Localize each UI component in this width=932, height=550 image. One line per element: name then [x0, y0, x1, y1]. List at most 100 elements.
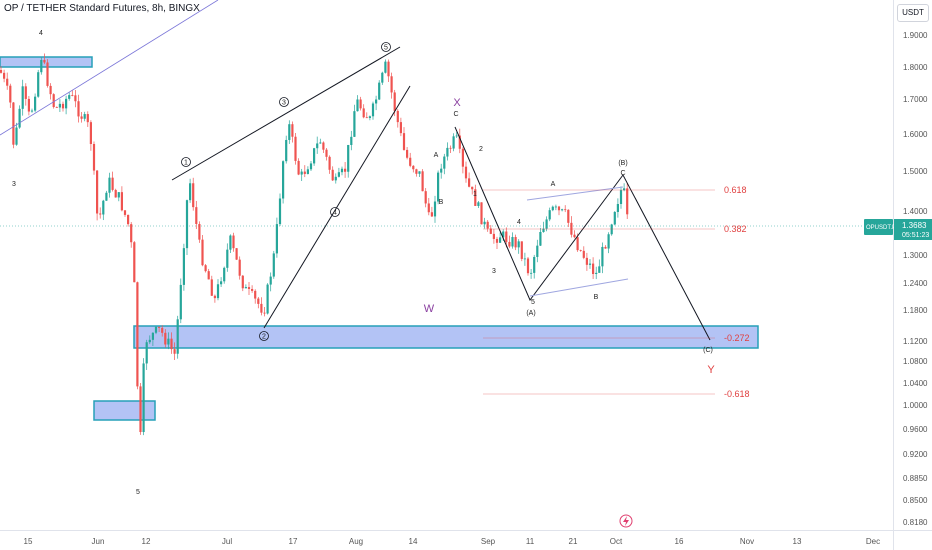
time-axis[interactable]: 15 Jun 12 Jul 17 Aug 14 Sep 11 21 Oct 16… [24, 537, 881, 546]
candle-body [251, 288, 254, 291]
lower-support-zone[interactable] [93, 400, 156, 421]
minor-label: 3 [12, 181, 16, 188]
candle-body [548, 210, 551, 220]
channel-upper-line[interactable] [171, 46, 401, 181]
x-tick: Oct [610, 537, 623, 546]
candle-body [297, 160, 300, 175]
candle-body [266, 284, 269, 314]
candle-body [229, 235, 232, 250]
triangle-lower-line[interactable] [529, 278, 629, 297]
candle-body [623, 188, 626, 191]
candle-body [440, 168, 443, 173]
candle-body [406, 149, 409, 158]
candles [0, 53, 629, 436]
candle-body [502, 231, 505, 238]
x-tick: 12 [142, 537, 151, 546]
candle-body [564, 209, 567, 211]
fib-label-neg-0272: -0.272 [724, 333, 750, 343]
wave-label-2: 2 [262, 334, 266, 341]
candle-body [468, 178, 471, 187]
candle-body [61, 103, 65, 109]
currency-button[interactable]: USDT [897, 4, 929, 22]
y-tick: 0.9200 [903, 450, 928, 459]
candle-body [359, 99, 362, 109]
candle-body [68, 95, 71, 99]
price-axis[interactable]: 1.9000 1.8000 1.7000 1.6000 1.5000 1.400… [903, 31, 928, 527]
candle-body [390, 76, 393, 93]
candle-body [449, 147, 452, 149]
candle-body [34, 96, 37, 111]
channel-lower-line[interactable] [263, 85, 411, 329]
candle-body [557, 206, 561, 211]
y-tick: 1.2400 [903, 279, 928, 288]
candle-body [514, 237, 517, 248]
symbol-tag [864, 219, 893, 235]
candle-body [340, 168, 344, 173]
candle-body [102, 200, 105, 215]
candle-body [350, 136, 353, 145]
minor-label: 1 [473, 191, 477, 198]
x-tick: Dec [866, 537, 880, 546]
candle-body [105, 192, 108, 201]
candle-body [319, 142, 322, 144]
candle-body [480, 202, 483, 225]
candle-body [588, 263, 592, 265]
lightning-icon[interactable] [619, 514, 633, 528]
candle-body [185, 200, 189, 249]
candle-body [610, 224, 613, 235]
candle-body [427, 203, 430, 213]
candle-body [43, 59, 46, 63]
wave-circle [181, 157, 191, 167]
candle-body [117, 192, 120, 198]
candle-body [71, 95, 74, 96]
x-tick: Jun [92, 537, 105, 546]
candle-body [30, 110, 34, 112]
candle-body [257, 298, 260, 304]
y-tick: 1.0800 [903, 357, 928, 366]
candle-body [418, 171, 421, 174]
candle-body [452, 136, 455, 149]
resistance-zone[interactable] [0, 56, 93, 68]
candle-body [499, 237, 502, 243]
projection-path[interactable] [454, 126, 711, 341]
candle-body [244, 287, 247, 289]
y-tick: 1.1200 [903, 337, 928, 346]
price-tag [894, 219, 932, 240]
candle-body [495, 238, 499, 243]
trend-line-blue[interactable] [0, 0, 219, 136]
candle-body [74, 95, 77, 102]
candle-body [458, 135, 461, 149]
candle-body [576, 237, 579, 251]
price-tag-countdown: 05:51:23 [902, 232, 929, 239]
minor-label: C [453, 111, 458, 118]
candle-body [176, 319, 179, 354]
candle-body [399, 122, 402, 134]
wxy-label-Y: Y [707, 364, 715, 376]
candle-body [486, 221, 489, 229]
y-tick: 0.8500 [903, 496, 928, 505]
candle-body [415, 169, 418, 174]
candle-body [220, 281, 223, 285]
minor-label: 4 [39, 30, 43, 37]
candle-body [182, 248, 185, 285]
candle-body [526, 258, 530, 274]
candle-body [322, 142, 325, 150]
candle-body [517, 241, 520, 248]
candle-body [508, 241, 511, 247]
support-zone[interactable] [133, 325, 759, 349]
candle-body [18, 108, 21, 128]
minor-label: C [620, 170, 625, 177]
candle-body [52, 94, 55, 108]
candle-body [347, 144, 350, 172]
candle-body [421, 171, 424, 192]
x-tick: Sep [481, 537, 496, 546]
triangle-upper-line[interactable] [526, 186, 624, 201]
candle-body [483, 221, 486, 225]
candle-body [551, 206, 554, 211]
fib-label-0618: 0.618 [724, 185, 747, 195]
y-tick: 1.3000 [903, 251, 928, 260]
candle-body [136, 282, 139, 387]
candle-body [192, 183, 195, 208]
